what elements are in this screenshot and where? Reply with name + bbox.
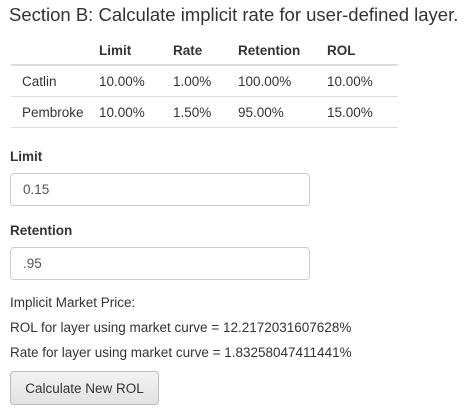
row-name-cell: Pembroke — [11, 96, 99, 128]
table-header-row: Limit Rate Retention ROL — [11, 36, 398, 66]
column-header-rate: Rate — [173, 36, 238, 66]
table-row: Catlin 10.00% 1.00% 100.00% 10.00% — [11, 65, 398, 97]
section-title: Section B: Calculate implicit rate for u… — [9, 4, 459, 25]
rate-cell: 1.00% — [173, 65, 238, 97]
rol-cell: 10.00% — [327, 65, 398, 97]
retention-input[interactable] — [10, 247, 310, 280]
table-row: Pembroke 10.00% 1.50% 95.00% 15.00% — [11, 96, 398, 128]
retention-cell: 95.00% — [238, 96, 327, 128]
column-header-retention: Retention — [238, 36, 327, 66]
limit-input[interactable] — [10, 173, 310, 206]
rol-cell: 15.00% — [327, 96, 398, 128]
implicit-price-heading: Implicit Market Price: — [10, 295, 136, 310]
limit-label: Limit — [10, 149, 43, 164]
rate-cell: 1.50% — [173, 96, 238, 128]
row-name-cell: Catlin — [11, 65, 99, 97]
retention-cell: 100.00% — [238, 65, 327, 97]
column-header-rol: ROL — [327, 36, 398, 66]
market-layers-table: Limit Rate Retention ROL Catlin 10.00% 1… — [11, 36, 398, 128]
column-header-name — [11, 36, 99, 66]
rate-result: Rate for layer using market curve = 1.83… — [10, 345, 352, 360]
retention-label: Retention — [10, 223, 73, 238]
column-header-limit: Limit — [99, 36, 173, 66]
rol-result: ROL for layer using market curve = 12.21… — [10, 320, 352, 335]
calculate-new-rol-button[interactable]: Calculate New ROL — [10, 371, 159, 405]
limit-cell: 10.00% — [99, 65, 173, 97]
limit-cell: 10.00% — [99, 96, 173, 128]
